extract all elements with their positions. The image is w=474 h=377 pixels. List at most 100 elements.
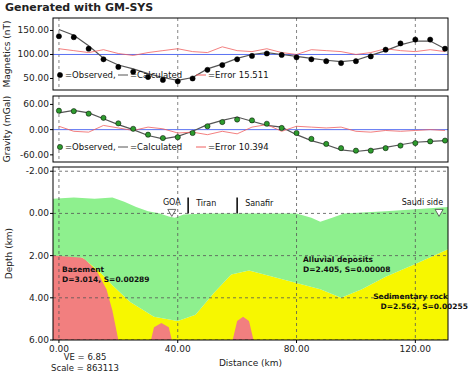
boundary-label: Sanafir: [245, 199, 274, 208]
x-tick-label: 80.00: [284, 344, 310, 354]
body-polygon: [233, 317, 254, 340]
legend-label: =Error: [208, 142, 236, 152]
title: Generated with GM-SYS: [5, 1, 153, 14]
observed-point: [190, 76, 195, 81]
observed-point: [324, 141, 329, 146]
frame: [53, 18, 448, 90]
observed-point: [220, 62, 225, 67]
observed-point: [338, 61, 343, 66]
model-area: [53, 167, 448, 340]
legend-symbol: [57, 144, 62, 149]
page: {"chart_data": [ {"type": "line", "title…: [0, 0, 474, 377]
y-tick-label: 150.00: [18, 25, 50, 35]
series-line: [59, 30, 445, 81]
legend-error-value: 15.511: [239, 70, 269, 80]
boundary-label: Tiran: [195, 199, 216, 208]
observed-point: [368, 54, 373, 59]
y-tick-label: 60.00: [23, 99, 49, 109]
observed-point: [279, 125, 284, 130]
station-label: GOA: [163, 198, 181, 207]
y-tick-label: -60.00: [20, 150, 49, 160]
observed-point: [56, 34, 61, 39]
body-polygon: [151, 323, 172, 340]
observed-point: [86, 111, 91, 116]
boundary-line: [187, 198, 189, 214]
observed-point: [398, 41, 403, 46]
y-tick: [50, 340, 53, 341]
body-name: Sedimentary rock: [373, 292, 449, 301]
x-tick: [58, 340, 59, 343]
observed-point: [235, 117, 240, 122]
y-tick-label: 0.00: [29, 125, 49, 135]
grid-line: [177, 167, 178, 340]
grid-line: [53, 255, 448, 256]
frame: [53, 96, 448, 162]
observed-point: [294, 130, 299, 135]
observed-point: [249, 53, 254, 58]
observed-point: [220, 119, 225, 124]
observed-point: [71, 109, 76, 114]
observed-point: [309, 136, 314, 141]
plot-area: [53, 108, 448, 153]
y-tick-label: 0.00: [29, 208, 49, 218]
x-tick: [296, 340, 297, 343]
grid-line: [58, 96, 59, 162]
series-line: [59, 125, 445, 135]
observed-point: [116, 64, 121, 69]
y-tick-label: 4.00: [29, 293, 49, 303]
grid-line: [415, 167, 416, 340]
observed-point: [428, 37, 433, 42]
observed-point: [145, 132, 150, 137]
body-properties: D=2.405, S=0.00008: [303, 265, 391, 274]
legend-symbol: [118, 75, 128, 76]
grid-line: [296, 96, 297, 162]
observed-point: [324, 59, 329, 64]
observed-point: [383, 47, 388, 52]
station-label: Saudi side: [402, 198, 443, 207]
body-name: Alluvial deposits: [303, 255, 374, 264]
plot-area: [53, 30, 448, 84]
reference-line: [53, 129, 448, 130]
y-tick-label: 50.00: [23, 73, 49, 83]
grid-line: [177, 96, 178, 162]
y-tick-label: 100.00: [18, 49, 50, 59]
body-properties: D=2.562, S=0.00255: [380, 302, 468, 311]
observed-point: [116, 121, 121, 126]
observed-point: [249, 118, 254, 123]
grid-line: [296, 167, 297, 340]
observed-point: [353, 59, 358, 64]
observed-point: [442, 46, 447, 51]
y-tick: [50, 171, 53, 172]
legend-symbol: [196, 147, 206, 148]
legend-symbol: [196, 75, 206, 76]
observed-point: [205, 124, 210, 129]
body-name: Basement: [62, 265, 105, 274]
observed-point: [368, 148, 373, 153]
observed-point: [279, 52, 284, 57]
x-axis-title: Distance (km): [219, 358, 282, 368]
chart: Generated with GM-SYSMagnetics (nT)50.00…: [0, 0, 474, 377]
boundary-line: [236, 198, 238, 214]
annotation: Scale = 863113: [51, 363, 119, 373]
station-marker: [435, 209, 443, 216]
observed-point: [86, 46, 91, 51]
legend-label: =Observed,: [65, 70, 116, 80]
observed-point: [101, 57, 106, 62]
observed-point: [353, 148, 358, 153]
station-marker: [168, 209, 176, 216]
frame: [53, 167, 448, 340]
observed-point: [101, 115, 106, 120]
observed-point: [160, 135, 165, 140]
observed-point: [338, 146, 343, 151]
annotation: VE = 6.85: [64, 352, 107, 362]
legend-label: =Observed,: [65, 142, 116, 152]
legend-error-value: 10.394: [239, 142, 269, 152]
observed-point: [235, 57, 240, 62]
observed-point: [309, 57, 314, 62]
observed-point: [413, 37, 418, 42]
series-line: [59, 110, 445, 151]
legend-label: =Calculated: [130, 70, 182, 80]
observed-point: [175, 135, 180, 140]
observed-point: [131, 126, 136, 131]
observed-point: [190, 130, 195, 135]
